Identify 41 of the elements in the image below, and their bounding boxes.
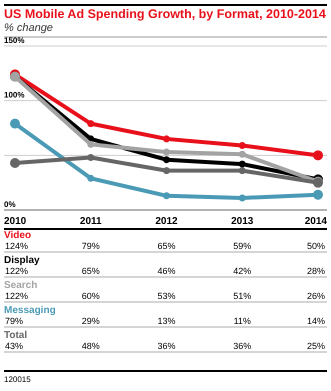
data-label: 42% — [233, 266, 252, 276]
y-tick-label: 100% — [4, 90, 24, 100]
text: Messaging — [4, 305, 56, 316]
y-tick-label: 150% — [4, 36, 24, 45]
data-label: 36% — [157, 341, 176, 351]
data-label: 51% — [233, 291, 252, 301]
data-label: 46% — [157, 266, 176, 276]
data-label: 29% — [82, 316, 100, 326]
data-label: 36% — [233, 341, 252, 351]
data-label: 50% — [306, 241, 325, 251]
text: Search — [4, 280, 38, 291]
chart-title: US Mobile Ad Spending Growth, by Format, 2010-2014 — [4, 7, 326, 21]
x-tick-label: 2011 — [80, 216, 102, 227]
data-label: 79% — [5, 316, 24, 326]
y-tick-label: 0% — [4, 200, 16, 209]
text: 120015 — [4, 375, 32, 384]
x-tick-label: 2014 — [304, 216, 328, 227]
data-label: 65% — [157, 241, 176, 251]
text: Video — [4, 230, 32, 241]
data-label: 43% — [5, 341, 24, 351]
x-tick-label: 2013 — [231, 216, 254, 227]
data-label: 13% — [157, 316, 176, 326]
data-label: 79% — [82, 241, 100, 251]
text: Display — [4, 255, 40, 266]
data-label: 60% — [82, 291, 100, 301]
text: Total — [4, 330, 28, 341]
chart-subtitle: % change — [4, 22, 53, 34]
data-label: 65% — [82, 266, 100, 276]
x-tick-label: 2010 — [4, 216, 27, 227]
data-label: 59% — [233, 241, 252, 251]
data-label: 25% — [306, 341, 325, 351]
data-label: 11% — [234, 316, 251, 326]
data-label: 124% — [5, 241, 28, 251]
data-label: 26% — [306, 291, 325, 301]
data-label: 53% — [157, 291, 176, 301]
data-label: 14% — [306, 316, 325, 326]
data-label: 28% — [306, 266, 325, 276]
data-label: 122% — [5, 266, 28, 276]
data-label: 48% — [82, 341, 100, 351]
data-label: 122% — [5, 291, 28, 301]
x-tick-label: 2012 — [155, 216, 178, 227]
